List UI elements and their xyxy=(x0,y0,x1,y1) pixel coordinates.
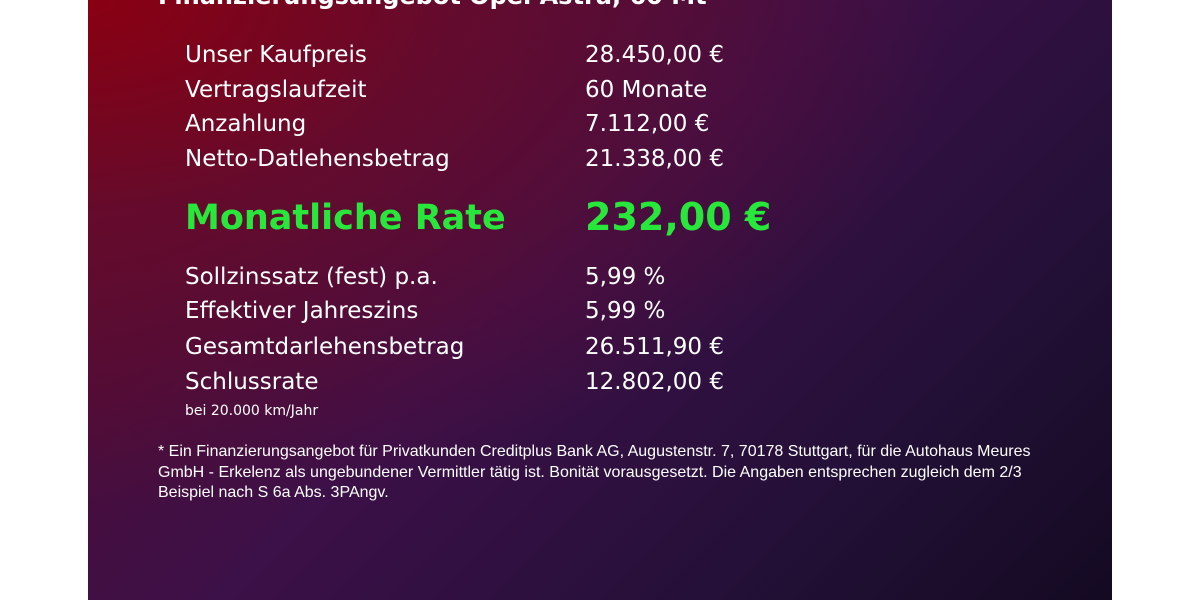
info-row: Schlussrate 12.802,00 € xyxy=(88,369,1112,403)
info-row: Effektiver Jahreszins 5,99 % xyxy=(88,298,1112,332)
row-value: 7.112,00 € xyxy=(585,111,710,137)
rate-row: Monatliche Rate 232,00 € xyxy=(88,195,1112,242)
info-row: Sollzinssatz (fest) p.a. 5,99 % xyxy=(88,264,1112,298)
row-value: 5,99 % xyxy=(585,264,666,290)
row-value: 60 Monate xyxy=(585,77,708,103)
row-value: 12.802,00 € xyxy=(585,369,724,395)
footnote: * Ein Finanzierungsangebot für Privatkun… xyxy=(158,443,1031,501)
row-label: Anzahlung xyxy=(185,111,307,137)
row-value: 21.338,00 € xyxy=(585,146,724,172)
row-label: Schlussrate xyxy=(185,369,319,395)
row-label: Effektiver Jahreszins xyxy=(185,298,419,324)
row-label: Sollzinssatz (fest) p.a. xyxy=(185,264,438,290)
offer-panel: Finanzierungsangebot Opel Astra, 60 Mt M… xyxy=(88,0,1112,600)
row-label: Vertragslaufzeit xyxy=(185,77,367,103)
row-label: Unser Kaufpreis xyxy=(185,42,367,68)
title: Finanzierungsangebot Opel Astra, 60 Mt xyxy=(158,0,707,10)
row-label: Gesamtdarlehensbetrag xyxy=(185,334,465,360)
info-row: Gesamtdarlehensbetrag 26.511,90 € xyxy=(88,334,1112,368)
rate-value: 232,00 € xyxy=(585,195,772,239)
row-value: 28.450,00 € xyxy=(585,42,724,68)
row-value: 26.511,90 € xyxy=(585,334,724,360)
row-value: 5,99 % xyxy=(585,298,666,324)
row-label: Netto-Datlehensbetrag xyxy=(185,146,450,172)
info-row: Unser Kaufpreis 28.450,00 € xyxy=(88,42,1112,76)
info-row: Anzahlung 7.112,00 € xyxy=(88,111,1112,145)
info-row: Vertragslaufzeit 60 Monate xyxy=(88,77,1112,111)
rate-label: Monatliche Rate xyxy=(185,198,506,238)
note: bei 20.000 km/Jahr xyxy=(185,403,319,419)
info-row: Netto-Datlehensbetrag 21.338,00 € xyxy=(88,146,1112,180)
